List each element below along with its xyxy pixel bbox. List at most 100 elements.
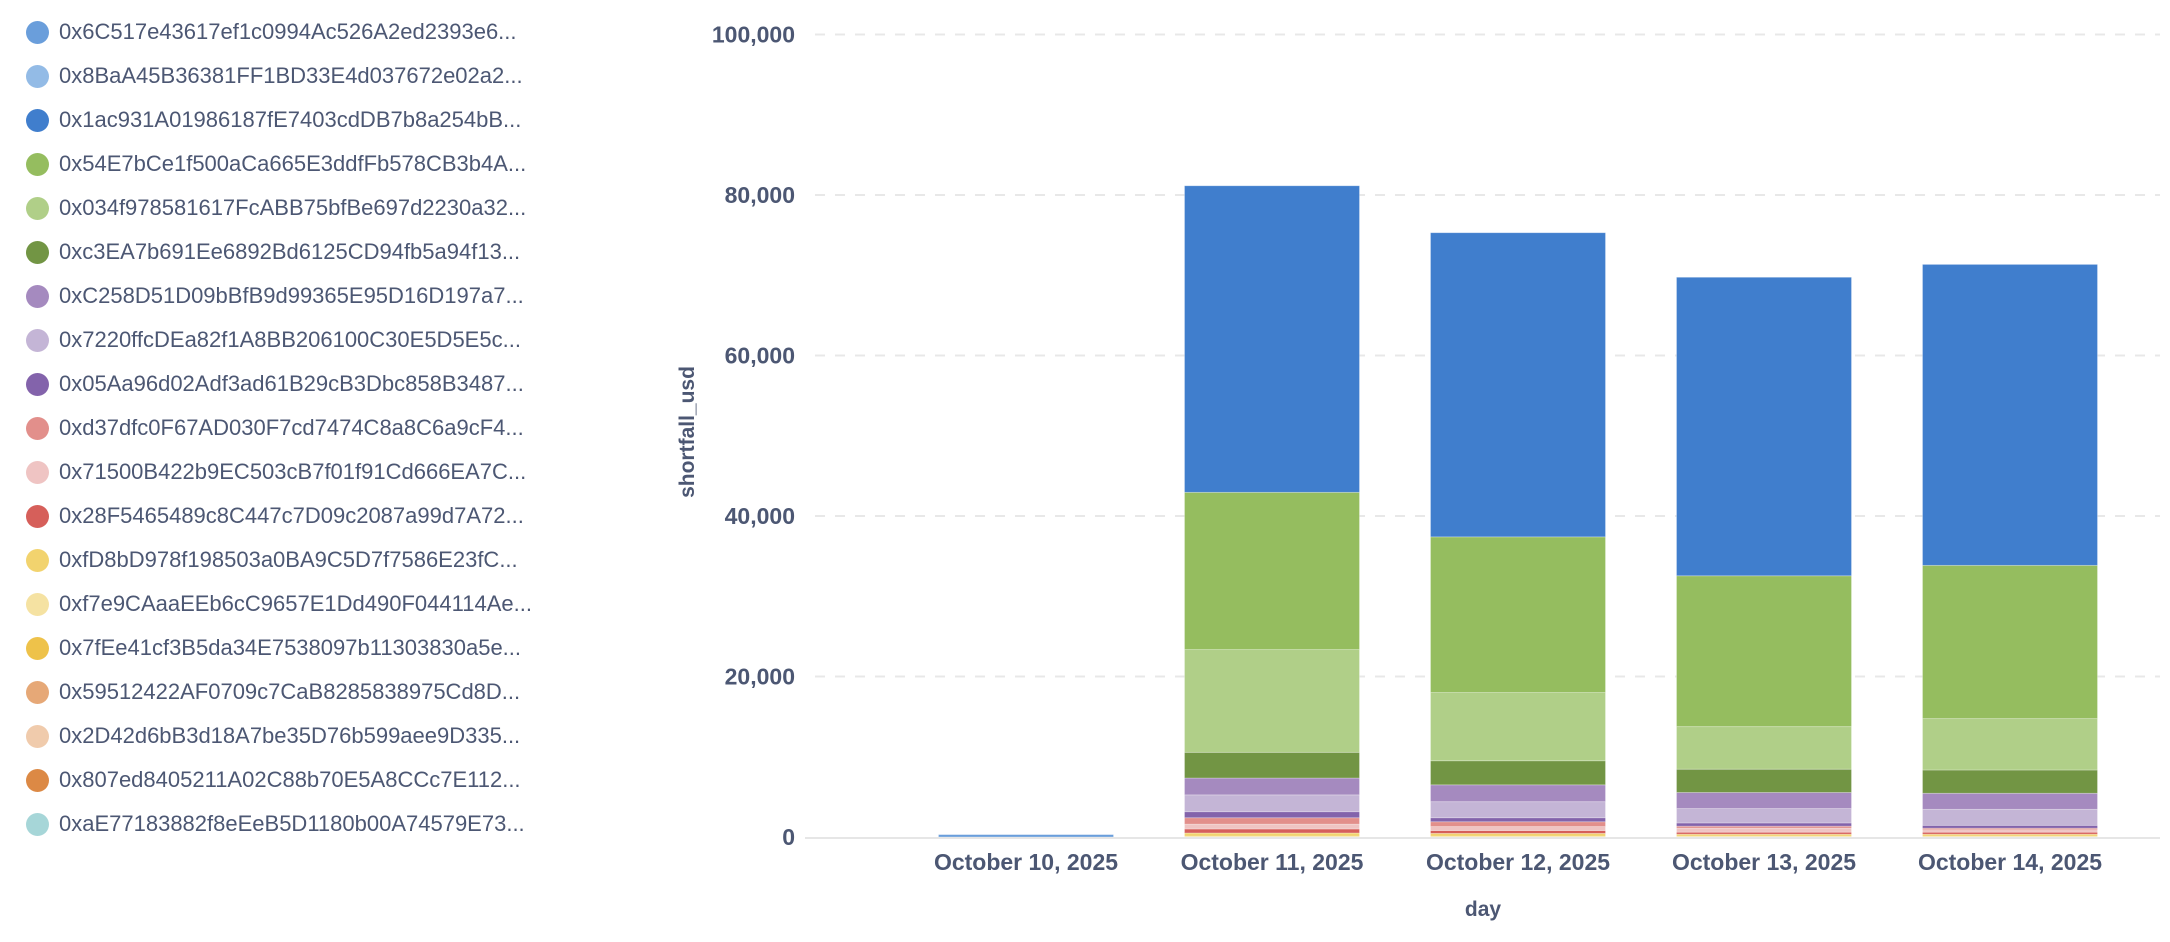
bar-segment[interactable]: [1676, 726, 1852, 770]
legend-label: 0x71500B422b9EC503cB7f01f91Cd666EA7C...: [59, 459, 527, 484]
bar-segment[interactable]: [1184, 817, 1360, 825]
bar-segment[interactable]: [1922, 564, 2098, 720]
legend-dot-icon: [26, 636, 49, 660]
legend-item[interactable]: 0x54E7bCe1f500aCa665E3ddfFb578CB3b4A...: [26, 142, 596, 186]
bar-segment[interactable]: [1922, 769, 2098, 794]
bar-segment[interactable]: [1430, 817, 1606, 823]
y-tick-label: 0: [782, 824, 795, 850]
bar-segment[interactable]: [938, 834, 1114, 838]
bar-segment[interactable]: [1184, 832, 1360, 837]
legend-item[interactable]: 0x71500B422b9EC503cB7f01f91Cd666EA7C...: [26, 450, 596, 494]
bar-segment[interactable]: [1922, 264, 2098, 566]
bar-segment[interactable]: [1676, 822, 1852, 827]
legend-item[interactable]: 0x7fEe41cf3B5da34E7538097b11303830a5e...: [26, 626, 596, 670]
legend-label: 0x1ac931A01986187fE7403cdDB7b8a254bB...: [59, 107, 522, 132]
bar-segment[interactable]: [1430, 821, 1606, 827]
legend-label: 0x59512422AF0709c7CaB8285838975Cd8D...: [59, 679, 521, 704]
legend-label: 0x05Aa96d02Adf3ad61B29cB3Dbc858B3487...: [59, 371, 524, 396]
x-tick-label: October 12, 2025: [1426, 849, 1610, 875]
legend-item[interactable]: 0x59512422AF0709c7CaB8285838975Cd8D...: [26, 670, 596, 714]
legend-label: 0x7fEe41cf3B5da34E7538097b11303830a5e...: [59, 635, 522, 660]
bar-segment[interactable]: [1184, 811, 1360, 819]
legend-item[interactable]: 0x6C517e43617ef1c0994Ac526A2ed2393e6...: [26, 10, 596, 54]
x-tick-label: October 13, 2025: [1672, 849, 1856, 875]
legend-dot-icon: [26, 592, 49, 616]
legend-dot-icon: [26, 284, 49, 308]
legend-dot-icon: [26, 328, 49, 352]
legend-item[interactable]: 0x8BaA45B36381FF1BD33E4d037672e02a2...: [26, 54, 596, 98]
legend-dot-icon: [26, 64, 49, 88]
legend-label: 0x2D42d6bB3d18A7be35D76b599aee9D335...: [59, 723, 521, 748]
x-tick-label: October 11, 2025: [1181, 849, 1364, 875]
legend-item[interactable]: 0x28F5465489c8C447c7D09c2087a99d7A72...: [26, 494, 596, 538]
bar-segment[interactable]: [1184, 649, 1360, 753]
legend-label: 0xd37dfc0F67AD030F7cd7474C8a8C6a9cF4...: [59, 415, 524, 440]
bar-segment[interactable]: [1430, 826, 1606, 831]
legend-item[interactable]: 0xaE77183882f8eEeB5D1180b00A74579E73...: [26, 802, 596, 846]
legend-item[interactable]: 0x1ac931A01986187fE7403cdDB7b8a254bB...: [26, 98, 596, 142]
y-tick-label: 100,000: [712, 22, 795, 48]
x-tick-label: October 10, 2025: [934, 849, 1118, 875]
bar-segment[interactable]: [1184, 185, 1360, 493]
bar-segment[interactable]: [1430, 536, 1606, 693]
legend-dot-icon: [26, 680, 49, 704]
bar-segment[interactable]: [1184, 751, 1360, 779]
legend-item[interactable]: 0x2D42d6bB3d18A7be35D76b599aee9D335...: [26, 714, 596, 758]
legend-dot-icon: [26, 724, 49, 748]
legend-item[interactable]: 0xfD8bD978f198503a0BA9C5D7f7586E23fC...: [26, 538, 596, 582]
y-axis-ticks: 0 20,000 40,000 60,000 80,000 100,000: [712, 22, 795, 851]
bar-segment[interactable]: [1184, 823, 1360, 830]
bar-segment[interactable]: [1184, 777, 1360, 796]
bar-segment[interactable]: [1430, 692, 1606, 762]
bar-segment[interactable]: [1184, 828, 1360, 834]
legend-dot-icon: [26, 372, 49, 396]
legend-item[interactable]: 0xd37dfc0F67AD030F7cd7474C8a8C6a9cF4...: [26, 406, 596, 450]
legend-item[interactable]: 0x7220ffcDEa82f1A8BB206100C30E5D5E5c...: [26, 318, 596, 362]
bars: [938, 185, 2098, 839]
legend-item[interactable]: 0xc3EA7b691Ee6892Bd6125CD94fb5a94f13...: [26, 230, 596, 274]
bar-segment[interactable]: [1430, 830, 1606, 834]
bar-segment[interactable]: [1922, 718, 2098, 771]
legend-label: 0xf7e9CAaaEEb6cC9657E1Dd490F044114Ae...: [59, 591, 532, 616]
bar-segment[interactable]: [1184, 794, 1360, 813]
y-tick-label: 60,000: [725, 343, 795, 369]
bar-segment[interactable]: [1184, 491, 1360, 651]
legend-dot-icon: [26, 548, 49, 572]
bar-segment[interactable]: [1676, 575, 1852, 728]
legend-dot-icon: [26, 108, 49, 132]
y-tick-label: 20,000: [725, 664, 795, 690]
bar-segment[interactable]: [1676, 808, 1852, 824]
bar-segment[interactable]: [1676, 792, 1852, 809]
legend-dot-icon: [26, 20, 49, 44]
legend-label: 0x8BaA45B36381FF1BD33E4d037672e02a2...: [59, 63, 523, 88]
legend-item[interactable]: 0x807ed8405211A02C88b70E5A8CCc7E112...: [26, 758, 596, 802]
y-tick-label: 40,000: [725, 503, 795, 529]
bar-segment[interactable]: [1922, 824, 2098, 829]
bar-segment[interactable]: [1922, 808, 2098, 826]
chart-legend: 0x6C517e43617ef1c0994Ac526A2ed2393e6... 0…: [26, 10, 596, 846]
legend-label: 0x7220ffcDEa82f1A8BB206100C30E5D5E5c...: [59, 327, 521, 352]
y-tick-label: 80,000: [725, 182, 795, 208]
x-tick-label: October 14, 2025: [1918, 849, 2102, 875]
legend-item[interactable]: 0xC258D51D09bBfB9d99365E95D16D197a7...: [26, 274, 596, 318]
legend-item[interactable]: 0x05Aa96d02Adf3ad61B29cB3Dbc858B3487...: [26, 362, 596, 406]
y-axis-title: shortfall_usd: [676, 366, 699, 498]
legend-dot-icon: [26, 416, 49, 440]
legend-label: 0xaE77183882f8eEeB5D1180b00A74579E73...: [59, 811, 525, 836]
bar-segment[interactable]: [1430, 832, 1606, 837]
legend-label: 0x54E7bCe1f500aCa665E3ddfFb578CB3b4A...: [59, 151, 527, 176]
legend-dot-icon: [26, 240, 49, 264]
legend-item[interactable]: 0xf7e9CAaaEEb6cC9657E1Dd490F044114Ae...: [26, 582, 596, 626]
legend-dot-icon: [26, 152, 49, 176]
legend-item[interactable]: 0x034f978581617FcABB75bfBe697d2230a32...: [26, 186, 596, 230]
bar-segment[interactable]: [1676, 276, 1852, 577]
bar-segment[interactable]: [1430, 784, 1606, 803]
bar-segment[interactable]: [1430, 760, 1606, 786]
bar-segment[interactable]: [1922, 792, 2098, 810]
bar-segment[interactable]: [1430, 801, 1606, 819]
bar-segment[interactable]: [1676, 827, 1852, 833]
bar-segment[interactable]: [1676, 768, 1852, 793]
legend-label: 0x6C517e43617ef1c0994Ac526A2ed2393e6...: [59, 19, 517, 44]
bar-segment[interactable]: [1430, 232, 1606, 538]
